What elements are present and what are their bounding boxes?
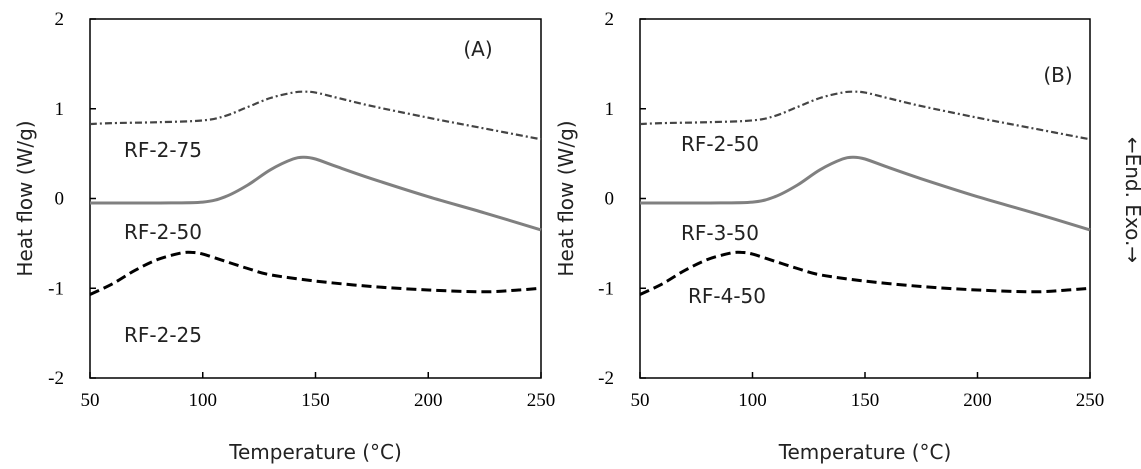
- series-line-rf-2-50: [639, 90, 1091, 141]
- y-tick-label: 2: [55, 9, 65, 30]
- series-label: RF-4-50: [688, 284, 766, 308]
- x-tick-label: 100: [738, 390, 767, 411]
- plot-frame: [639, 18, 1091, 379]
- y-tick-label: 2: [605, 9, 615, 30]
- y-tick-label: 1: [55, 99, 65, 120]
- x-tick-label: 100: [189, 390, 218, 411]
- x-tick-label: 150: [851, 390, 880, 411]
- series-label: RF-2-75: [124, 138, 202, 162]
- y-tick-label: 0: [55, 189, 65, 210]
- series-line-rf-4-50: [639, 250, 1091, 296]
- y-axis-title: Heat flow (W/g): [13, 120, 37, 276]
- series-label: RF-2-50: [681, 132, 759, 156]
- y-tick-label: -1: [48, 278, 64, 299]
- panel-b: 50 100 150 200 250 2 1 0 -1 -2 Temperature (°C) Hea…: [554, 9, 1104, 464]
- x-tick-label: 50: [631, 390, 650, 411]
- y-tick-label: 1: [605, 99, 615, 120]
- y-tick-label: 0: [605, 189, 615, 210]
- panel-a: 50 100 150 200 250 2 1 0 -1 -2 Temperature (°C) Hea…: [13, 9, 555, 464]
- x-axis-title: Temperature (°C): [228, 440, 402, 464]
- series-label: RF-3-50: [681, 221, 759, 245]
- x-tick-label: 50: [81, 390, 100, 411]
- x-tick-label: 200: [963, 390, 992, 411]
- y-tick-label: -2: [598, 368, 614, 389]
- series-line-rf-3-50: [640, 155, 1091, 232]
- y-tick-label: -2: [48, 368, 64, 389]
- series-label: RF-2-50: [124, 220, 202, 244]
- y-tick-label: -1: [598, 278, 614, 299]
- x-tick-label: 250: [1076, 390, 1105, 411]
- y-axis-title: Heat flow (W/g): [554, 120, 578, 276]
- series-label: RF-2-25: [124, 323, 202, 347]
- endo-exo-annotation: ←End. Exo.→: [1121, 137, 1141, 263]
- series-line-rf-2-50: [90, 155, 542, 232]
- panel-label: (A): [463, 37, 492, 61]
- series-line-rf-2-75: [89, 90, 542, 141]
- series-line-rf-2-25: [89, 250, 542, 296]
- x-tick-label: 200: [414, 390, 443, 411]
- x-tick-label: 250: [527, 390, 556, 411]
- x-tick-label: 150: [301, 390, 330, 411]
- x-axis-title: Temperature (°C): [778, 440, 952, 464]
- panel-label: (B): [1043, 63, 1072, 87]
